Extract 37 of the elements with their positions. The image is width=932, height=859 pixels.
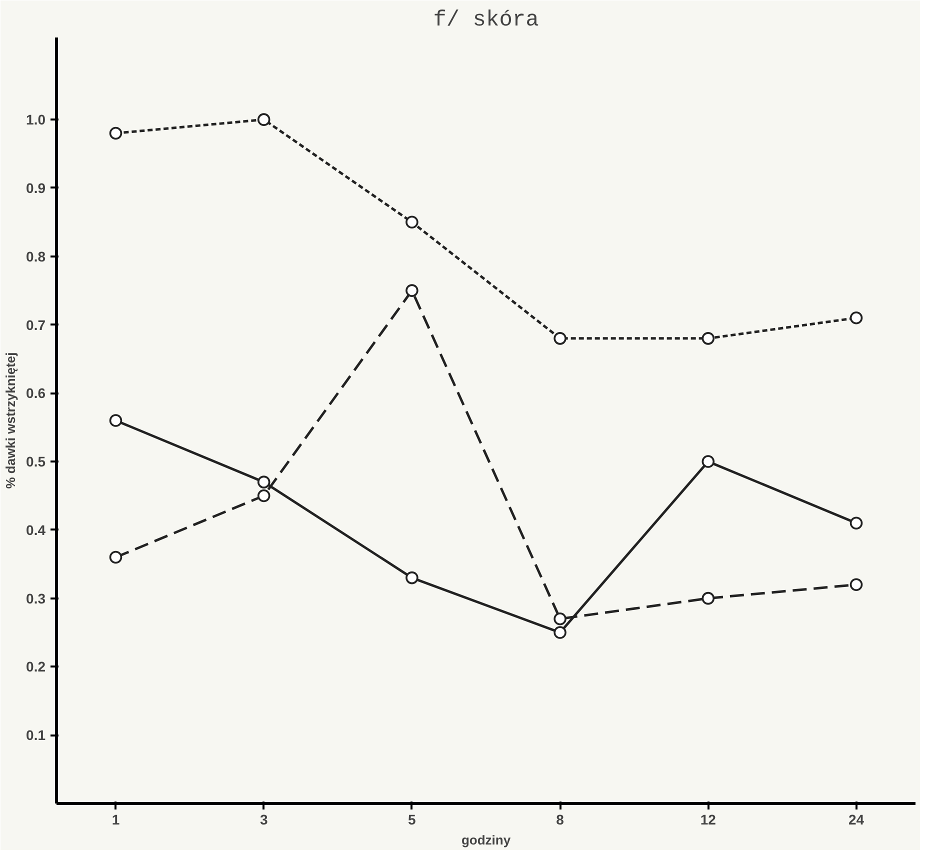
point [702, 455, 715, 468]
y-tick-label: 0.3 [26, 590, 46, 606]
point [109, 550, 122, 564]
x-tick-label: 24 [848, 812, 864, 828]
point [554, 626, 566, 639]
y-tick-label: 0.5 [26, 454, 46, 470]
x-tick-label: 1 [112, 812, 120, 828]
x-tick-label: 3 [260, 812, 268, 828]
x-tick-label: 12 [700, 812, 716, 828]
point [406, 216, 418, 229]
point [406, 571, 418, 584]
y-tick-label: 0.2 [26, 658, 46, 675]
point [850, 578, 863, 592]
x-axis-title: godziny [461, 832, 512, 848]
point [109, 126, 122, 140]
y-tick-label: 0.1 [26, 727, 46, 744]
y-tick-label: 0.9 [26, 180, 46, 196]
x-tick-label: 5 [408, 812, 416, 828]
y-tick-label: 0.6 [26, 385, 46, 402]
y-tick-label: 0.4 [26, 522, 46, 538]
point [554, 332, 566, 345]
point [257, 113, 270, 126]
point [702, 332, 715, 345]
chart-title: f/ skóra [433, 8, 539, 32]
y-tick-label: 1.0 [26, 112, 46, 128]
point [257, 476, 270, 488]
point [257, 489, 270, 502]
point [850, 516, 863, 530]
point [850, 312, 863, 324]
y-tick-label: 0.7 [26, 316, 46, 333]
point [109, 414, 122, 427]
y-axis-title: % dawki wstrzykniętej [3, 352, 18, 489]
point [406, 284, 418, 297]
point [554, 612, 566, 626]
point [702, 592, 715, 605]
x-tick-label: 8 [556, 812, 564, 828]
y-tick-label: 0.8 [26, 248, 46, 264]
